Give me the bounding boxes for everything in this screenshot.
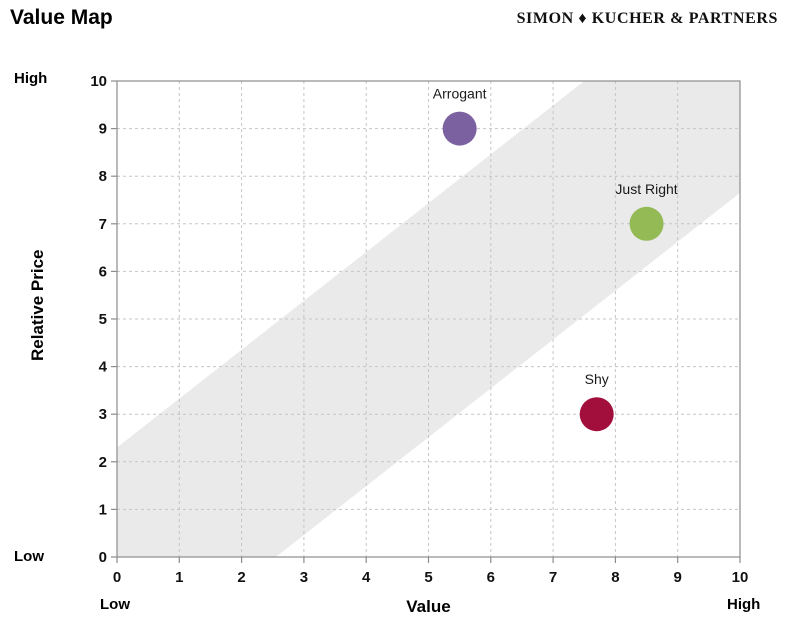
- value-corridor-band: [117, 81, 740, 557]
- x-axis-low-label: Low: [100, 596, 130, 613]
- data-point-label: Just Right: [615, 181, 677, 197]
- y-axis-low-label: Low: [14, 548, 44, 565]
- x-tick-label: 6: [487, 569, 495, 586]
- x-tick-label: 7: [549, 569, 557, 586]
- x-tick-label: 0: [113, 569, 121, 586]
- x-axis-title: Value: [406, 597, 451, 616]
- brand-logo: SIMON ♦ KUCHER & PARTNERS: [516, 10, 778, 27]
- y-tick-label: 8: [99, 168, 107, 185]
- data-point: [579, 397, 614, 432]
- y-tick-label: 5: [99, 311, 107, 328]
- x-tick-label: 2: [237, 569, 245, 586]
- y-tick-label: 10: [90, 73, 107, 90]
- x-tick-label: 9: [674, 569, 682, 586]
- y-tick-label: 0: [99, 549, 107, 566]
- x-tick-label: 10: [732, 569, 749, 586]
- x-axis-high-label: High: [727, 596, 761, 613]
- y-tick-label: 3: [99, 406, 107, 423]
- page-title: Value Map: [10, 6, 113, 29]
- y-axis-high-label: High: [14, 70, 48, 87]
- x-tick-label: 8: [611, 569, 619, 586]
- x-tick-label: 3: [300, 569, 308, 586]
- y-tick-label: 7: [99, 216, 107, 233]
- y-axis-title: Relative Price: [28, 249, 47, 361]
- y-tick-label: 2: [99, 454, 107, 471]
- data-point: [629, 206, 664, 241]
- x-tick-label: 5: [424, 569, 432, 586]
- y-tick-label: 6: [99, 263, 107, 280]
- y-tick-label: 4: [99, 359, 108, 376]
- data-point-label: Shy: [585, 371, 609, 387]
- y-tick-label: 9: [99, 121, 107, 138]
- x-tick-label: 4: [362, 569, 371, 586]
- y-tick-label: 1: [99, 501, 107, 518]
- data-point-label: Arrogant: [433, 86, 487, 102]
- data-point: [442, 111, 477, 146]
- x-tick-label: 1: [175, 569, 183, 586]
